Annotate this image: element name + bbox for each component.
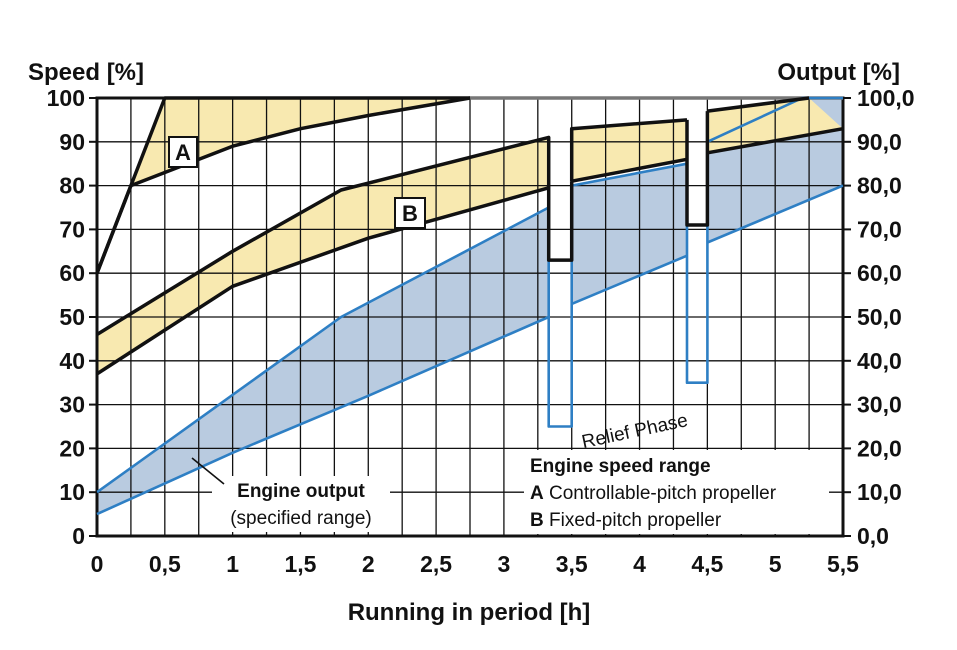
output-upper-line (96, 96, 843, 494)
y-tick-right-7: 70,0 (857, 216, 902, 242)
output-label-subtitle: (specified range) (230, 508, 372, 529)
band-b-relief-step-2 (685, 111, 710, 227)
output-lower-line-3 (706, 184, 844, 244)
y-tick-right-5: 50,0 (857, 304, 902, 330)
y-tick-left-8: 80 (59, 173, 85, 199)
band-b-upper-line-1 (96, 135, 574, 336)
band-b-lower-line-2 (571, 157, 688, 183)
band-a-lower-line (95, 96, 471, 274)
annotation-layer: A B Relief Phase Engine output (specifie… (168, 136, 829, 534)
line-layer (95, 96, 844, 516)
x-tick-0: 0 (91, 551, 104, 577)
x-tick-9: 4,5 (691, 551, 723, 577)
band-a-label: A (175, 140, 191, 165)
band-b-label: B (402, 201, 418, 226)
legend-a-key: A (530, 483, 544, 504)
output-band-fill-2 (571, 163, 687, 304)
band-b-lower-line-1 (96, 186, 550, 376)
x-tick-8: 4 (633, 551, 646, 577)
x-tick-3: 1,5 (284, 551, 316, 577)
y-tick-right-4: 40,0 (857, 348, 902, 374)
y-tick-right-10: 100,0 (857, 85, 915, 111)
legend-a-text: Controllable-pitch propeller (544, 483, 777, 504)
legend-b-text: Fixed-pitch propeller (544, 510, 722, 531)
y-tick-right-3: 30,0 (857, 392, 902, 418)
y-axis-left-title: Speed [%] (28, 59, 144, 86)
x-tick-11: 5,5 (827, 551, 859, 577)
output-lower-line-1 (96, 315, 550, 516)
band-b-upper-line-3 (707, 96, 810, 113)
x-axis-title: Running in period [h] (348, 599, 591, 626)
y-tick-right-2: 20,0 (857, 435, 902, 461)
legend-b-key: B (530, 510, 544, 531)
band-b-lower-line-3 (707, 126, 844, 155)
y-tick-left-9: 90 (59, 129, 85, 155)
y-tick-right-9: 90,0 (857, 129, 902, 155)
y-tick-left-3: 30 (59, 392, 85, 418)
legend-item-b: B Fixed-pitch propeller (530, 510, 722, 531)
y-tick-right-0: 0,0 (857, 523, 889, 549)
y-tick-left-4: 40 (59, 348, 85, 374)
x-tick-1: 0,5 (149, 551, 181, 577)
band-b-fill-2 (571, 119, 687, 182)
tick-layer: 01020304050607080901000,010,020,030,040,… (47, 85, 915, 577)
output-label-leader (191, 457, 225, 485)
x-tick-6: 3 (498, 551, 511, 577)
x-tick-7: 3,5 (556, 551, 588, 577)
legend-box (524, 450, 829, 534)
y-tick-left-2: 20 (59, 435, 85, 461)
y-tick-right-1: 10,0 (857, 479, 902, 505)
band-b-label-box (394, 197, 426, 229)
output-label-title: Engine output (237, 481, 365, 502)
legend-item-a: A Controllable-pitch propeller (530, 483, 777, 504)
y-tick-right-6: 60,0 (857, 260, 902, 286)
output-lower-line-2 (571, 254, 688, 306)
output-label-bg (212, 476, 390, 532)
y-tick-left-1: 10 (59, 479, 85, 505)
y-tick-left-5: 50 (59, 304, 85, 330)
x-tick-2: 1 (226, 551, 239, 577)
band-b-upper-line-2 (569, 118, 688, 182)
band-a-label-box (168, 136, 198, 168)
y-tick-left-10: 100 (47, 85, 85, 111)
y-axis-right-title: Output [%] (777, 59, 900, 86)
y-tick-left-6: 60 (59, 260, 85, 286)
x-tick-10: 5 (769, 551, 782, 577)
y-tick-right-8: 80,0 (857, 173, 902, 199)
y-tick-left-0: 0 (72, 523, 85, 549)
y-tick-left-7: 70 (59, 216, 85, 242)
legend-title: Engine speed range (530, 456, 711, 477)
x-tick-4: 2 (362, 551, 375, 577)
x-tick-5: 2,5 (420, 551, 452, 577)
